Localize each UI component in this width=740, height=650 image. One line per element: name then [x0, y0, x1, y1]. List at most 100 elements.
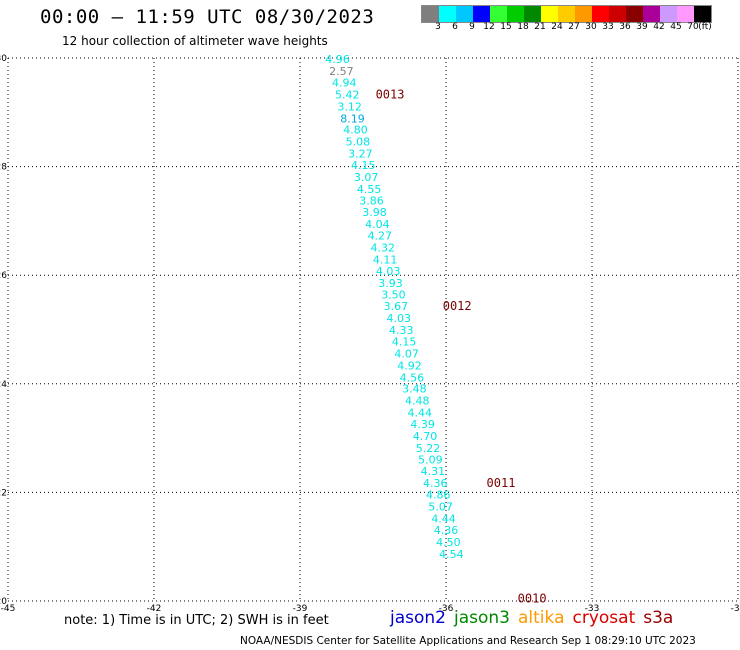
legend-label: 39	[636, 22, 648, 32]
wave-height-value: 3.67	[384, 300, 409, 313]
wave-height-value: 4.94	[332, 76, 357, 89]
wave-height-value: 4.04	[365, 218, 390, 231]
wave-height-value: 5.42	[335, 88, 360, 101]
wave-height-value: 4.27	[368, 230, 393, 243]
units-note: note: 1) Time is in UTC; 2) SWH is in fe…	[64, 613, 329, 628]
wave-height-value: 5.09	[418, 453, 443, 466]
credit-line: NOAA/NESDIS Center for Satellite Applica…	[240, 635, 696, 647]
wave-height-value: 4.32	[370, 242, 395, 255]
wave-height-value: 5.22	[416, 442, 441, 455]
legend-label: 21	[534, 22, 546, 32]
legend-swatch	[422, 6, 439, 22]
wave-height-value: 4.03	[376, 265, 401, 278]
legend-swatch	[439, 6, 456, 22]
legend-swatch	[473, 6, 490, 22]
legend-swatch	[541, 6, 558, 22]
legend-label: 3	[435, 22, 441, 32]
y-tick-label: 20	[0, 597, 7, 607]
wave-height-value: 2.57	[329, 65, 354, 78]
wave-height-value: 3.27	[348, 148, 373, 161]
legend-swatch	[507, 6, 524, 22]
x-tick-label: -45	[1, 604, 16, 614]
x-tick-label: -39	[293, 604, 308, 614]
wave-height-value: 8.19	[340, 112, 365, 125]
map-subtitle: 12 hour collection of altimeter wave hei…	[62, 34, 328, 48]
wave-height-value: 4.44	[431, 512, 456, 525]
legend-label: 18	[517, 22, 529, 32]
satellite-s3a: s3a	[643, 608, 674, 628]
legend-swatch	[677, 6, 694, 22]
wave-height-value: 4.36	[434, 524, 459, 537]
wave-height-value: 4.48	[405, 395, 430, 408]
pass-time-label: 0013	[376, 87, 405, 101]
wave-height-value: 4.33	[389, 324, 414, 337]
legend-swatch	[626, 6, 643, 22]
satellite-cryosat: cryosat	[572, 608, 636, 628]
y-tick-label: 26	[0, 271, 7, 281]
wave-height-value: 4.80	[343, 124, 368, 137]
wave-height-value: 3.93	[378, 277, 403, 290]
pass-time-label: 0010	[518, 591, 547, 605]
wave-height-value: 3.86	[359, 194, 384, 207]
legend-swatch	[694, 6, 711, 22]
legend-swatch	[660, 6, 677, 22]
legend-swatch	[643, 6, 660, 22]
satellite-jason3: jason3	[454, 608, 510, 628]
map-title: 00:00 – 11:59 UTC 08/30/2023	[40, 6, 375, 28]
satellite-jason2: jason2	[390, 608, 446, 628]
x-tick-label: -36	[439, 604, 454, 614]
legend-swatch	[456, 6, 473, 22]
legend-label: 30	[585, 22, 597, 32]
wave-height-value: 3.48	[402, 383, 427, 396]
legend-label: 45	[670, 22, 682, 32]
wave-height-value: 4.56	[400, 371, 425, 384]
legend-swatch	[609, 6, 626, 22]
legend-label: 70	[687, 22, 699, 32]
wave-height-value: 5.08	[346, 136, 371, 149]
wave-height-value: 4.36	[423, 477, 448, 490]
legend-label: 36	[619, 22, 631, 32]
legend-label: (ft)	[698, 22, 712, 32]
x-tick-label: -30	[731, 604, 740, 614]
wave-height-value: 4.70	[413, 430, 438, 443]
wave-height-value: 3.50	[381, 289, 406, 302]
legend-swatch	[490, 6, 507, 22]
wave-height-value: 4.55	[357, 183, 382, 196]
legend-swatch	[524, 6, 541, 22]
wave-height-value: 3.07	[354, 171, 379, 184]
legend-label: 42	[653, 22, 665, 32]
legend-label: 24	[551, 22, 563, 32]
wave-height-value: 4.96	[325, 53, 350, 66]
y-tick-label: 24	[0, 380, 7, 390]
legend-label: 12	[483, 22, 495, 32]
wave-height-value: 3.98	[362, 206, 387, 219]
x-tick-label: -33	[585, 604, 600, 614]
pass-time-label: 0011	[487, 476, 516, 490]
satellite-key: jason2 jason3 altika cryosat s3a	[390, 608, 681, 628]
legend-label: 9	[469, 22, 475, 32]
wave-height-value: 4.92	[397, 359, 422, 372]
wave-height-value: 4.54	[439, 548, 464, 561]
pass-time-label: 0012	[443, 299, 472, 313]
x-tick-label: -42	[147, 604, 162, 614]
wave-height-value: 4.50	[436, 536, 461, 549]
legend-label: 27	[568, 22, 580, 32]
legend-swatch	[592, 6, 609, 22]
wave-height-value: 5.07	[428, 501, 453, 514]
wave-height-value: 4.07	[394, 347, 419, 360]
legend-swatch	[558, 6, 575, 22]
satellite-altika: altika	[518, 608, 565, 628]
legend-label: 6	[452, 22, 458, 32]
legend-label: 15	[500, 22, 512, 32]
wave-height-value: 4.31	[421, 465, 446, 478]
color-scale-legend	[421, 5, 712, 23]
wave-height-value: 4.39	[410, 418, 435, 431]
wave-height-value: 4.11	[373, 253, 398, 266]
wave-height-value: 4.86	[426, 489, 451, 502]
wave-height-value: 4.03	[387, 312, 412, 325]
y-tick-label: 28	[0, 163, 7, 173]
y-tick-label: 30	[0, 54, 7, 64]
wave-height-value: 4.44	[407, 407, 432, 420]
legend-swatch	[575, 6, 592, 22]
